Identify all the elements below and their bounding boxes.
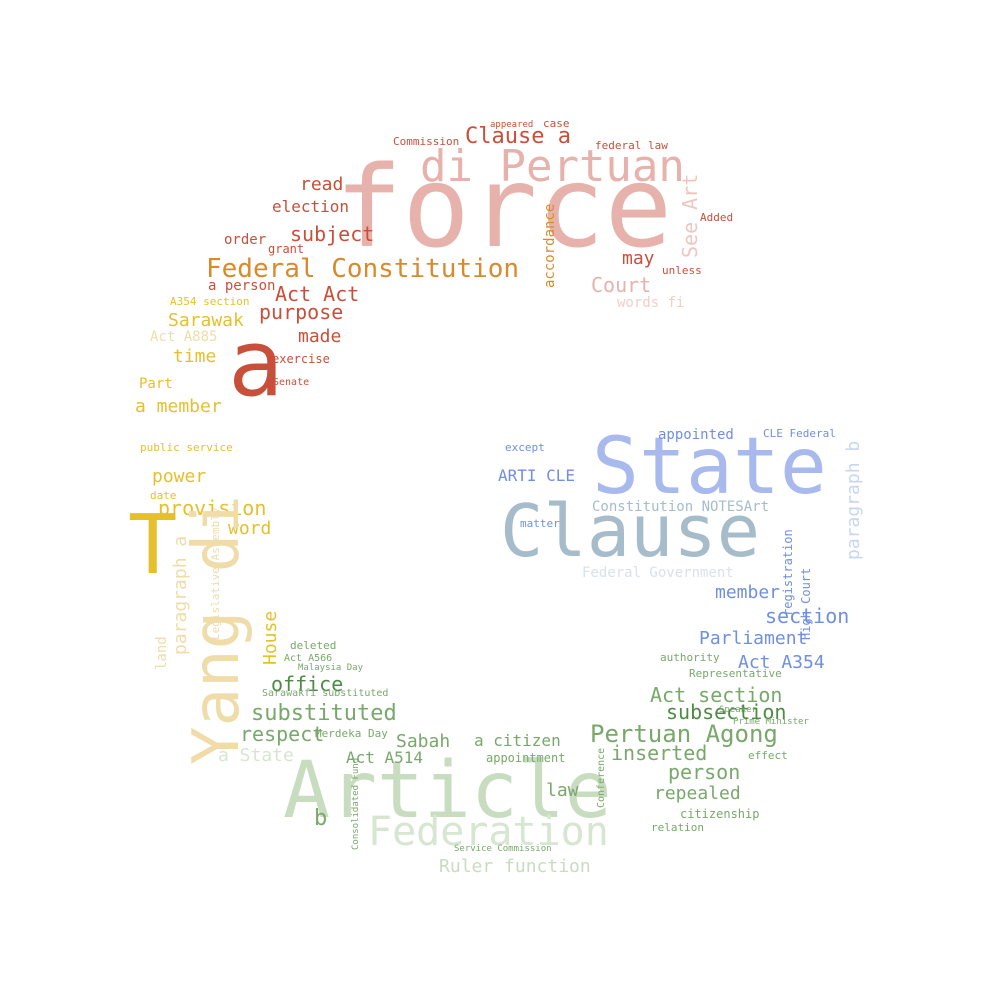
cloud-word: a: [228, 310, 284, 417]
cloud-word: grant: [268, 242, 305, 256]
cloud-word: Act Act: [275, 282, 360, 306]
cloud-word: Senate: [273, 377, 310, 388]
cloud-word: Conference: [596, 747, 607, 808]
cloud-word: matter: [520, 517, 560, 530]
cloud-word: a person: [208, 278, 276, 294]
cloud-word: provision: [158, 496, 267, 520]
cloud-word: unless: [662, 264, 702, 277]
cloud-word: a citizen: [474, 731, 561, 750]
cloud-word: Act A354: [738, 652, 825, 673]
cloud-word: citizenship: [680, 807, 760, 821]
cloud-word: date: [150, 489, 177, 502]
cloud-word: Clause: [500, 489, 761, 573]
cloud-word: subsection: [666, 700, 787, 724]
cloud-word: Prime Minister: [733, 717, 809, 727]
cloud-word: Sarawak: [168, 310, 244, 331]
cloud-word: a member: [135, 396, 222, 417]
cloud-word: order: [224, 232, 267, 248]
cloud-word: appointed: [658, 427, 734, 443]
cloud-word: words fi: [617, 295, 685, 311]
cloud-word: repealed: [654, 783, 741, 804]
cloud-word: di Pertuan: [420, 141, 685, 192]
cloud-word: State: [592, 422, 827, 512]
cloud-word: power: [152, 466, 207, 487]
cloud-word: appointment: [486, 751, 566, 765]
cloud-word: land: [154, 636, 170, 670]
cloud-word: Malaysia Day: [298, 663, 364, 673]
cloud-word: substituted: [251, 701, 397, 726]
cloud-word: registration: [781, 529, 795, 616]
cloud-word: Parliament: [699, 628, 808, 649]
cloud-word: authority: [660, 651, 720, 664]
cloud-word: Federal Government: [582, 565, 734, 581]
cloud-word: time: [173, 346, 217, 367]
cloud-word: federal law: [595, 139, 668, 152]
cloud-word: paragraph a: [170, 535, 191, 655]
cloud-word: relation: [651, 821, 704, 834]
cloud-word: Clause a: [465, 124, 571, 149]
cloud-word: exercise: [272, 352, 330, 366]
cloud-word: subject: [290, 222, 375, 246]
cloud-word: b: [314, 806, 328, 831]
cloud-word: Federation: [368, 809, 609, 855]
cloud-word: word: [228, 518, 272, 539]
cloud-word: Legislative Assembly: [209, 507, 222, 640]
cloud-word: Act A885: [150, 329, 218, 345]
cloud-word: A354 section: [170, 295, 250, 308]
cloud-word: Merdeka Day: [315, 727, 388, 740]
cloud-word: High Court: [799, 567, 813, 640]
cloud-word: Act section: [650, 683, 783, 707]
cloud-word: accordance: [542, 203, 558, 288]
cloud-word: appeared: [490, 120, 534, 130]
cloud-word: Article: [283, 746, 612, 836]
cloud-word: purpose: [259, 300, 344, 324]
cloud-word: Part: [139, 376, 173, 392]
cloud-word: Constitution NOTESArt: [592, 499, 770, 515]
cloud-word: Ruler function: [439, 856, 591, 877]
cloud-word: Federal Constitution: [206, 254, 520, 284]
cloud-word: Speaker: [719, 705, 757, 715]
cloud-word: respect: [240, 722, 325, 746]
cloud-word: CLE Federal: [763, 427, 836, 440]
cloud-word: paragraph b: [843, 440, 864, 560]
cloud-word: may: [622, 248, 655, 269]
cloud-word: law: [546, 780, 579, 801]
cloud-word: election: [272, 197, 350, 216]
cloud-word: a State: [218, 745, 294, 766]
cloud-word: except: [505, 441, 545, 454]
cloud-word: read: [300, 174, 344, 195]
cloud-word: Representative: [689, 667, 782, 680]
cloud-word: effect: [748, 749, 788, 762]
cloud-word: ARTI CLE: [498, 466, 576, 485]
cloud-word: case: [543, 117, 570, 130]
cloud-word: Sabah: [396, 731, 451, 752]
cloud-word: made: [298, 326, 342, 347]
cloud-word: Pertuan Agong: [590, 720, 778, 748]
cloud-word: deleted: [290, 639, 337, 652]
cloud-word: public service: [140, 441, 233, 454]
cloud-word: House: [260, 610, 281, 665]
cloud-word: See Art: [678, 173, 702, 258]
cloud-word: section: [765, 604, 850, 628]
cloud-word: inserted: [611, 741, 708, 765]
cloud-word: Act A514: [346, 748, 424, 767]
cloud-word: Consolidated Fund: [351, 757, 361, 850]
cloud-word: Sarawakfi substituted: [262, 688, 389, 699]
cloud-word: Court: [591, 273, 652, 297]
cloud-word: Service Commission: [454, 844, 552, 854]
cloud-word: Added: [700, 211, 734, 224]
cloud-word: T: [128, 498, 178, 593]
cloud-word: office: [271, 672, 344, 696]
cloud-word: person: [668, 760, 741, 784]
cloud-word: Act A566: [284, 653, 333, 664]
cloud-word: member: [715, 582, 781, 603]
cloud-word: force: [335, 143, 673, 273]
cloud-word: Commission: [393, 135, 460, 148]
